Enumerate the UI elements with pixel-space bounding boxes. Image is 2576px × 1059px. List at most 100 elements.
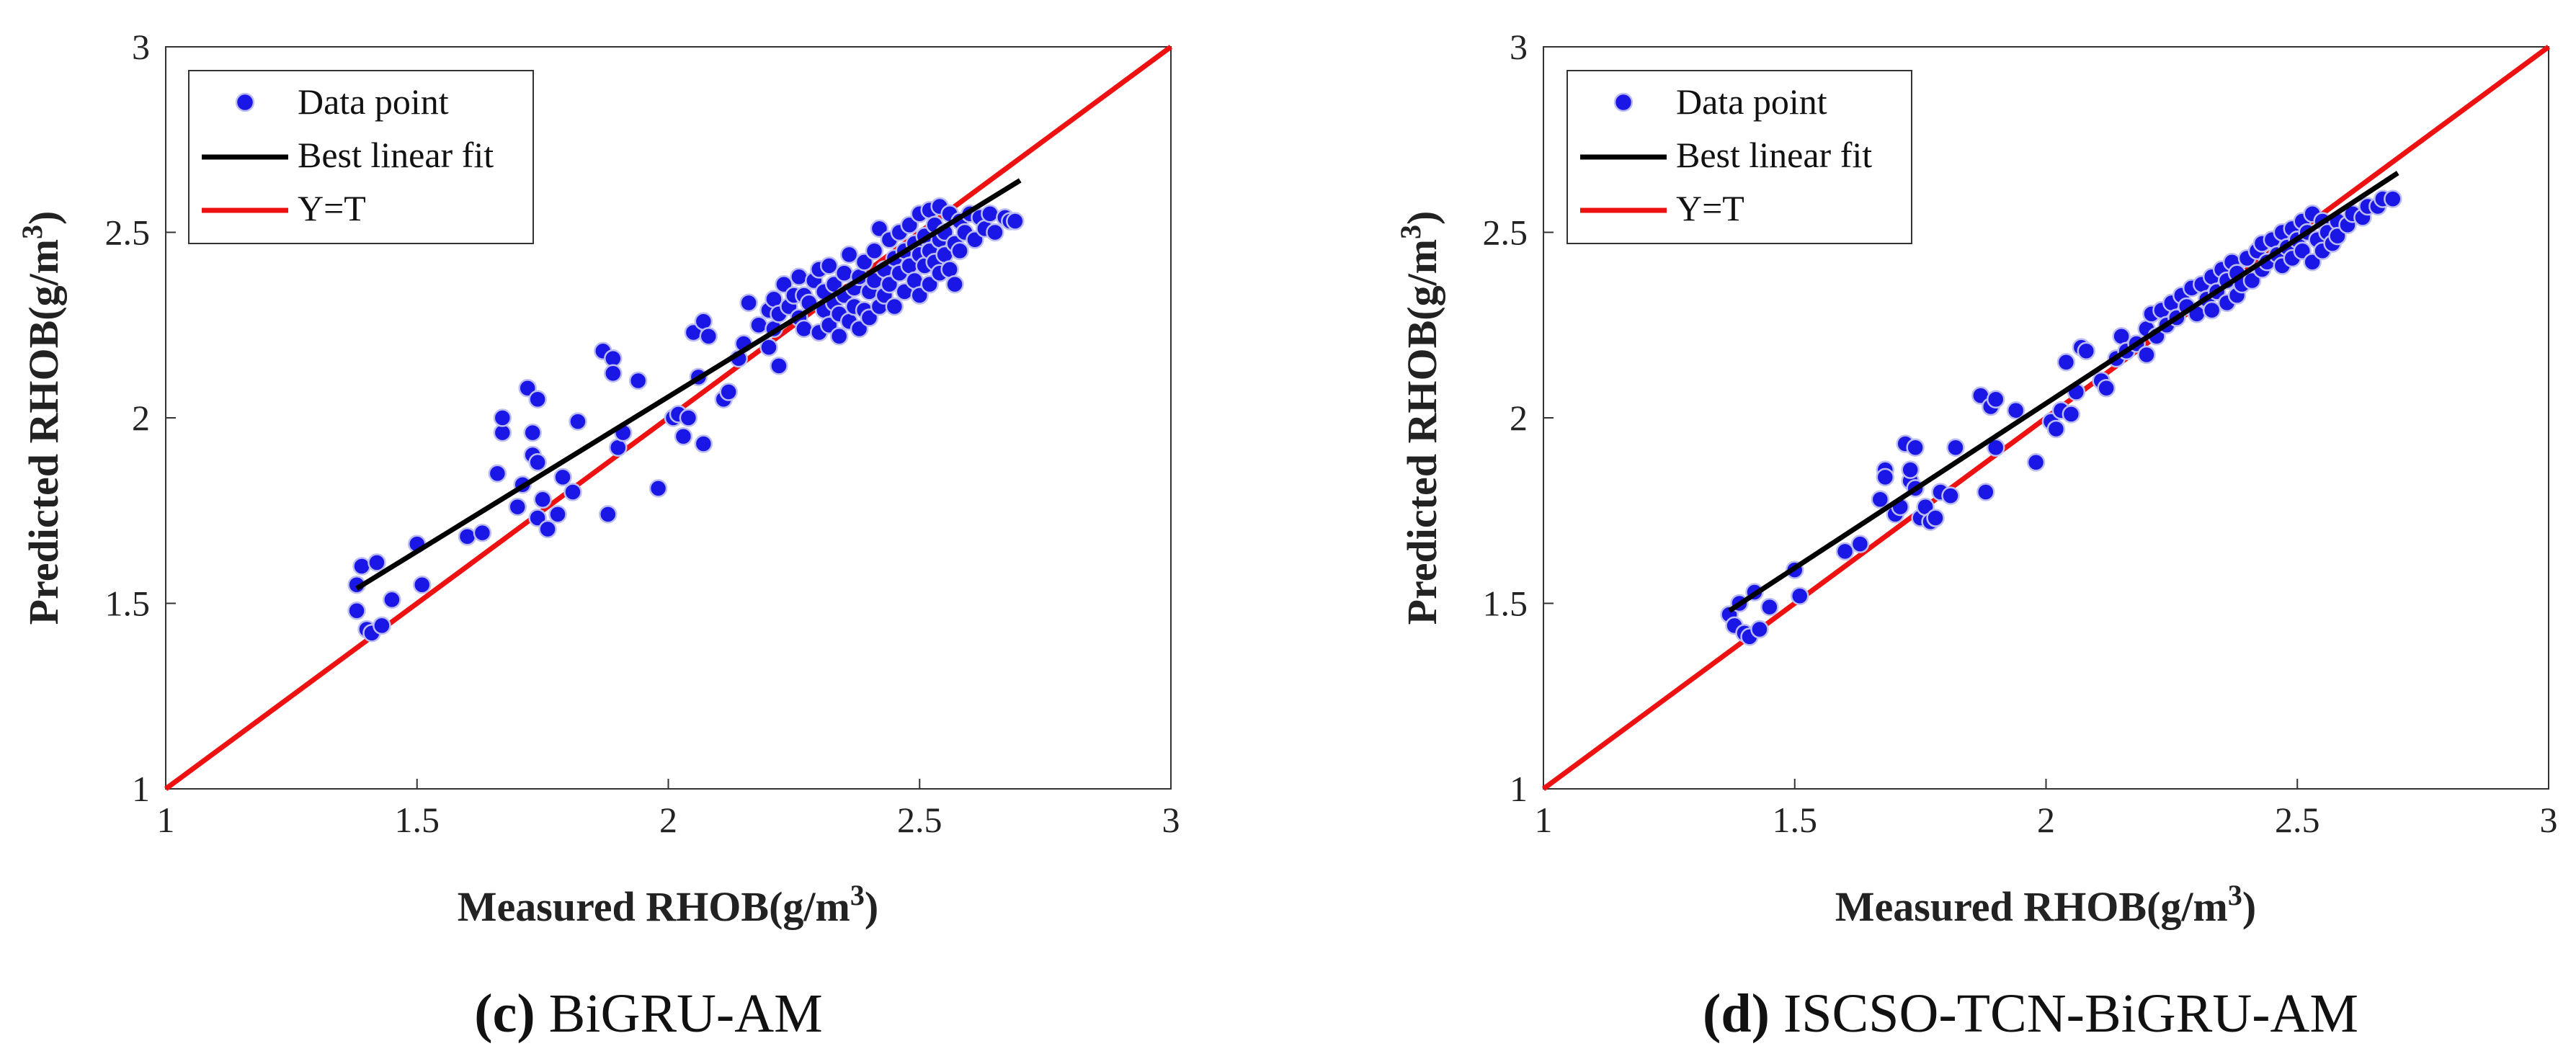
caption-d: (d) ISCSO-TCN-BiGRU-AM [1703, 983, 2358, 1044]
x-tick-label-d-2: 2 [2037, 800, 2055, 840]
data-point-c-35 [628, 371, 648, 390]
data-point-c-2 [347, 602, 366, 620]
x-tick-label-d-3: 2.5 [2275, 800, 2320, 840]
x-tick-label-c-4: 3 [1162, 800, 1180, 840]
y-tick-label-c-3: 2.5 [105, 213, 151, 253]
data-point-c-45 [699, 326, 718, 346]
data-point-c-20 [528, 390, 547, 408]
data-point-d-25 [1926, 509, 1945, 527]
legend-label-ref-d: Y=T [1676, 188, 1744, 228]
data-point-c-25 [548, 505, 567, 524]
legend-label-points-d: Data point [1676, 81, 1827, 122]
legend-label-fit-d: Best linear fit [1676, 135, 1872, 175]
data-point-c-7 [383, 590, 401, 609]
chart-panel-d: 1 1.5 2 2.5 3 1 1.5 2 2.5 3 Data point Best linea… [1394, 27, 2558, 1044]
data-point-c-125 [945, 274, 964, 294]
data-point-d-6 [1750, 620, 1769, 639]
data-point-c-56 [770, 357, 788, 375]
data-point-d-28 [1946, 438, 1965, 457]
legend-d: Data point Best linear fit Y=T [1566, 70, 1912, 244]
data-point-c-30 [599, 505, 618, 524]
data-point-c-36 [649, 479, 668, 498]
x-axis-label-c: Measured RHOB(g/m3) [458, 879, 878, 930]
data-point-d-20 [1906, 438, 1925, 457]
data-point-c-51 [749, 316, 768, 334]
x-tick-label-d-1: 1.5 [1773, 800, 1818, 840]
data-point-c-24 [538, 519, 557, 539]
data-point-c-133 [981, 205, 999, 223]
data-point-c-19 [523, 423, 542, 442]
data-point-d-10 [1835, 542, 1855, 561]
data-point-d-65 [2202, 300, 2221, 320]
data-point-d-43 [2077, 341, 2096, 361]
data-point-c-62 [790, 267, 808, 287]
data-point-d-34 [2006, 401, 2025, 420]
data-point-d-33 [1987, 390, 2005, 408]
data-point-c-10 [458, 527, 477, 546]
data-point-c-6 [373, 616, 391, 635]
data-point-d-9 [1790, 586, 1809, 605]
data-point-c-43 [694, 434, 713, 453]
data-point-c-137 [1006, 212, 1025, 231]
data-point-c-63 [795, 319, 814, 339]
fit-line-c [355, 178, 1022, 591]
y-tick-label-c-0: 1 [132, 769, 150, 809]
data-point-c-27 [563, 483, 582, 501]
data-point-c-26 [553, 468, 572, 487]
data-point-d-35 [2026, 453, 2046, 472]
y-axis-label-c: Predicted RHOB(g/m3) [16, 211, 67, 625]
data-point-c-98 [885, 297, 904, 316]
data-point-d-27 [1941, 486, 1960, 505]
data-point-c-75 [829, 326, 849, 346]
data-point-d-7 [1760, 597, 1779, 617]
scatter-points-d [1720, 189, 2402, 646]
legend-marker-points-c [235, 92, 255, 112]
chart-panel-c: 1 1.5 2 2.5 3 1 1.5 2 2.5 3 Data point Best linea… [16, 27, 1180, 1044]
data-point-d-39 [2056, 353, 2076, 372]
data-point-d-40 [2062, 405, 2081, 424]
legend-label-points-c: Data point [298, 81, 449, 122]
data-point-c-9 [412, 576, 432, 594]
ticks-d: 1 1.5 2 2.5 3 1 1.5 2 2.5 3 [1483, 27, 2558, 840]
data-point-c-23 [533, 490, 552, 509]
data-point-d-106 [2384, 189, 2402, 208]
y-axis-label-d: Predicted RHOB(g/m3) [1394, 211, 1445, 625]
y-tick-label-d-2: 2 [1510, 398, 1528, 438]
data-point-c-21 [528, 453, 547, 472]
y-tick-label-d-0: 1 [1510, 769, 1528, 809]
legend-label-fit-c: Best linear fit [298, 135, 494, 175]
scatter-points-c [347, 197, 1025, 643]
caption-c: (c) BiGRU-AM [474, 983, 822, 1044]
x-tick-label-c-0: 1 [157, 800, 175, 840]
data-point-c-47 [719, 383, 738, 401]
data-point-c-134 [986, 223, 1004, 242]
legend-label-ref-c: Y=T [298, 188, 366, 228]
data-point-c-39 [674, 427, 693, 446]
x-tick-label-d-0: 1 [1535, 800, 1553, 840]
data-point-c-28 [569, 412, 587, 431]
ticks-c: 1 1.5 2 2.5 3 1 1.5 2 2.5 3 [105, 27, 1180, 840]
data-point-c-127 [950, 241, 969, 260]
legend-marker-points-d [1613, 92, 1634, 112]
data-point-d-51 [2137, 345, 2156, 365]
y-tick-label-d-1: 1.5 [1483, 584, 1528, 624]
y-tick-label-c-2: 2 [132, 398, 150, 438]
data-point-d-11 [1850, 535, 1870, 553]
data-point-d-30 [1976, 483, 1995, 501]
data-point-d-37 [2046, 419, 2066, 439]
data-point-c-40 [679, 408, 698, 427]
data-point-c-80 [839, 245, 859, 264]
data-point-c-52 [759, 338, 778, 357]
data-point-d-14 [1876, 468, 1895, 487]
data-point-c-77 [834, 264, 854, 282]
x-tick-label-c-1: 1.5 [395, 800, 440, 840]
y-tick-label-c-4: 3 [132, 27, 150, 67]
data-point-c-32 [604, 364, 623, 383]
x-tick-label-c-3: 2.5 [897, 800, 942, 840]
data-point-c-14 [493, 408, 512, 427]
y-tick-label-c-1: 1.5 [105, 584, 151, 624]
fit-line-d [1728, 171, 2399, 613]
legend-c: Data point Best linear fit Y=T [188, 70, 534, 244]
data-point-c-50 [739, 293, 758, 313]
